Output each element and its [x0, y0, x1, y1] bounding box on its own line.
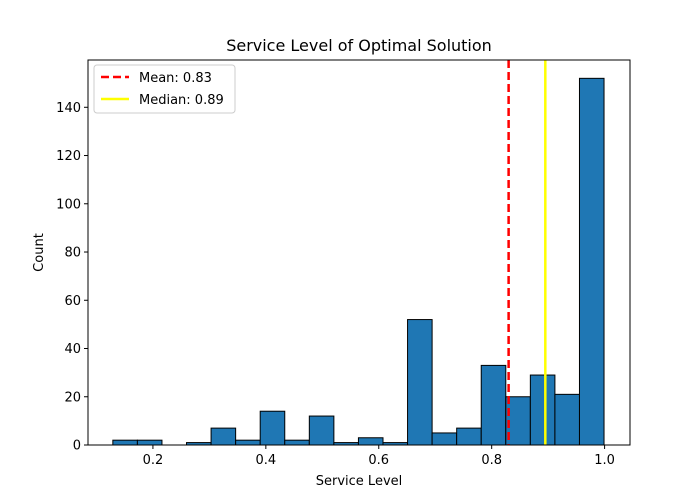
histogram-bar	[554, 393, 580, 446]
y-tick-label: 140	[56, 101, 81, 116]
y-tick-label: 0	[73, 439, 81, 454]
histogram-bar	[431, 432, 458, 446]
histogram-bar	[112, 439, 138, 446]
histogram-bar	[284, 439, 310, 446]
histogram-bar	[480, 364, 507, 446]
x-tick-label: 1.0	[594, 453, 615, 468]
histogram-bar	[308, 415, 335, 446]
y-tick-label: 40	[64, 342, 81, 357]
histogram-bar	[456, 427, 482, 446]
x-tick-label: 0.2	[143, 453, 164, 468]
x-tick-label: 0.8	[481, 453, 502, 468]
histogram-bar	[259, 410, 286, 446]
histogram-bar	[529, 374, 556, 446]
chart-title: Service Level of Optimal Solution	[226, 36, 492, 55]
x-tick-label: 0.6	[368, 453, 389, 468]
x-axis-ticks: 0.2 0.4 0.6 0.8 1.0	[143, 445, 615, 468]
histogram-bars	[112, 77, 605, 446]
histogram-bar	[235, 439, 261, 446]
histogram-bar	[210, 427, 237, 446]
legend-label: Mean: 0.83	[139, 71, 212, 86]
histogram-bar	[357, 437, 384, 446]
y-axis-label: Count	[32, 233, 47, 272]
y-tick-label: 20	[64, 390, 81, 405]
histogram-bar	[407, 319, 433, 446]
histogram-bar	[578, 77, 605, 446]
y-axis-ticks: 0 20 40 60 80 100 120 140	[56, 101, 88, 454]
reference-lines	[507, 60, 547, 445]
legend: Mean: 0.83 Median: 0.89	[93, 64, 236, 114]
y-tick-label: 120	[56, 149, 81, 164]
histogram-bar	[136, 439, 163, 446]
legend-label: Median: 0.89	[139, 93, 224, 108]
y-tick-label: 80	[64, 246, 81, 261]
legend-box	[93, 64, 236, 114]
x-tick-label: 0.4	[256, 453, 277, 468]
y-tick-label: 100	[56, 197, 81, 212]
y-tick-label: 60	[64, 294, 81, 309]
x-axis-label: Service Level	[316, 474, 403, 489]
